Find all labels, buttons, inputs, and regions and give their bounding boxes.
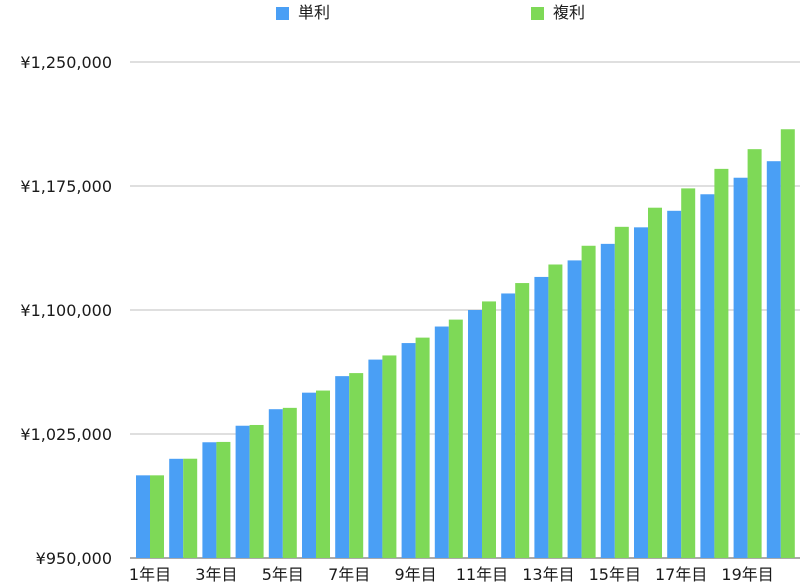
bar-simple	[136, 475, 150, 558]
gridlines	[130, 61, 800, 559]
x-tick-label: 7年目	[328, 565, 370, 583]
bar-compound	[183, 458, 198, 558]
bar-compound	[150, 475, 164, 558]
bar-simple	[600, 243, 615, 558]
bar-simple	[434, 326, 449, 558]
bar-simple	[235, 425, 250, 558]
bar-compound	[648, 207, 662, 558]
bar-compound	[681, 188, 696, 559]
bar-simple	[202, 442, 217, 558]
x-tick-label: 17年目	[655, 565, 707, 583]
x-tick-label: 3年目	[195, 565, 237, 583]
legend-swatch	[276, 6, 289, 20]
bar-simple	[268, 409, 283, 558]
bar-compound	[415, 337, 430, 558]
bar-compound	[747, 149, 762, 558]
x-tick-label: 9年目	[395, 565, 437, 583]
bar-compound	[515, 283, 530, 558]
bar-compound	[249, 424, 264, 558]
legend-item-series-2: 複利	[531, 2, 585, 24]
x-tick-label: 11年目	[456, 565, 508, 583]
x-tick-label: 19年目	[721, 565, 773, 583]
bar-simple	[766, 161, 781, 558]
bar-simple	[567, 260, 582, 558]
legend-item-series-1: 単利	[276, 2, 330, 24]
x-tick-label: 5年目	[262, 565, 304, 583]
legend-label: 単利	[298, 3, 331, 22]
bar-compound	[448, 319, 463, 558]
y-axis-ticks: ¥950,000 ¥1,025,000 ¥1,100,000 ¥1,175,000 ¥1…	[20, 53, 112, 568]
bar-compound	[614, 226, 629, 559]
x-tick-label: 1年目	[129, 565, 171, 583]
bar-compound	[282, 407, 297, 558]
bar-simple	[302, 392, 316, 558]
y-tick-label: ¥1,025,000	[20, 425, 112, 444]
y-tick-label: ¥1,175,000	[20, 177, 112, 196]
bar-simple	[733, 177, 748, 558]
bars	[136, 129, 795, 559]
bar-compound	[482, 301, 496, 558]
y-tick-label: ¥1,250,000	[20, 53, 112, 72]
bar-simple	[169, 458, 184, 558]
bar-compound	[316, 390, 330, 558]
bar-simple	[667, 210, 682, 559]
legend-label: 複利	[553, 3, 586, 22]
bar-simple	[368, 359, 383, 558]
bar-simple	[534, 276, 549, 558]
bar-simple	[700, 194, 715, 558]
legend-swatch	[531, 6, 544, 20]
legend: 単利 複利	[0, 2, 800, 26]
bar-compound	[581, 245, 596, 558]
bar-simple	[468, 310, 482, 558]
x-axis-ticks: 1年目 3年目 5年目 7年目 9年目 11年目 13年目 15年目 17年目 19年目	[129, 565, 774, 583]
bar-compound	[780, 129, 795, 559]
y-tick-label: ¥950,000	[36, 549, 112, 568]
bar-compound	[382, 355, 397, 558]
bar-compound	[216, 441, 231, 558]
bar-simple	[501, 293, 516, 558]
bar-simple	[401, 343, 416, 558]
x-tick-label: 15年目	[589, 565, 641, 583]
y-tick-label: ¥1,100,000	[20, 301, 112, 320]
bar-compound	[548, 264, 563, 558]
bar-compound	[714, 168, 729, 558]
bar-simple	[634, 227, 648, 559]
x-tick-label: 13年目	[522, 565, 574, 583]
bar-simple	[335, 376, 350, 558]
bar-compound	[349, 373, 364, 558]
